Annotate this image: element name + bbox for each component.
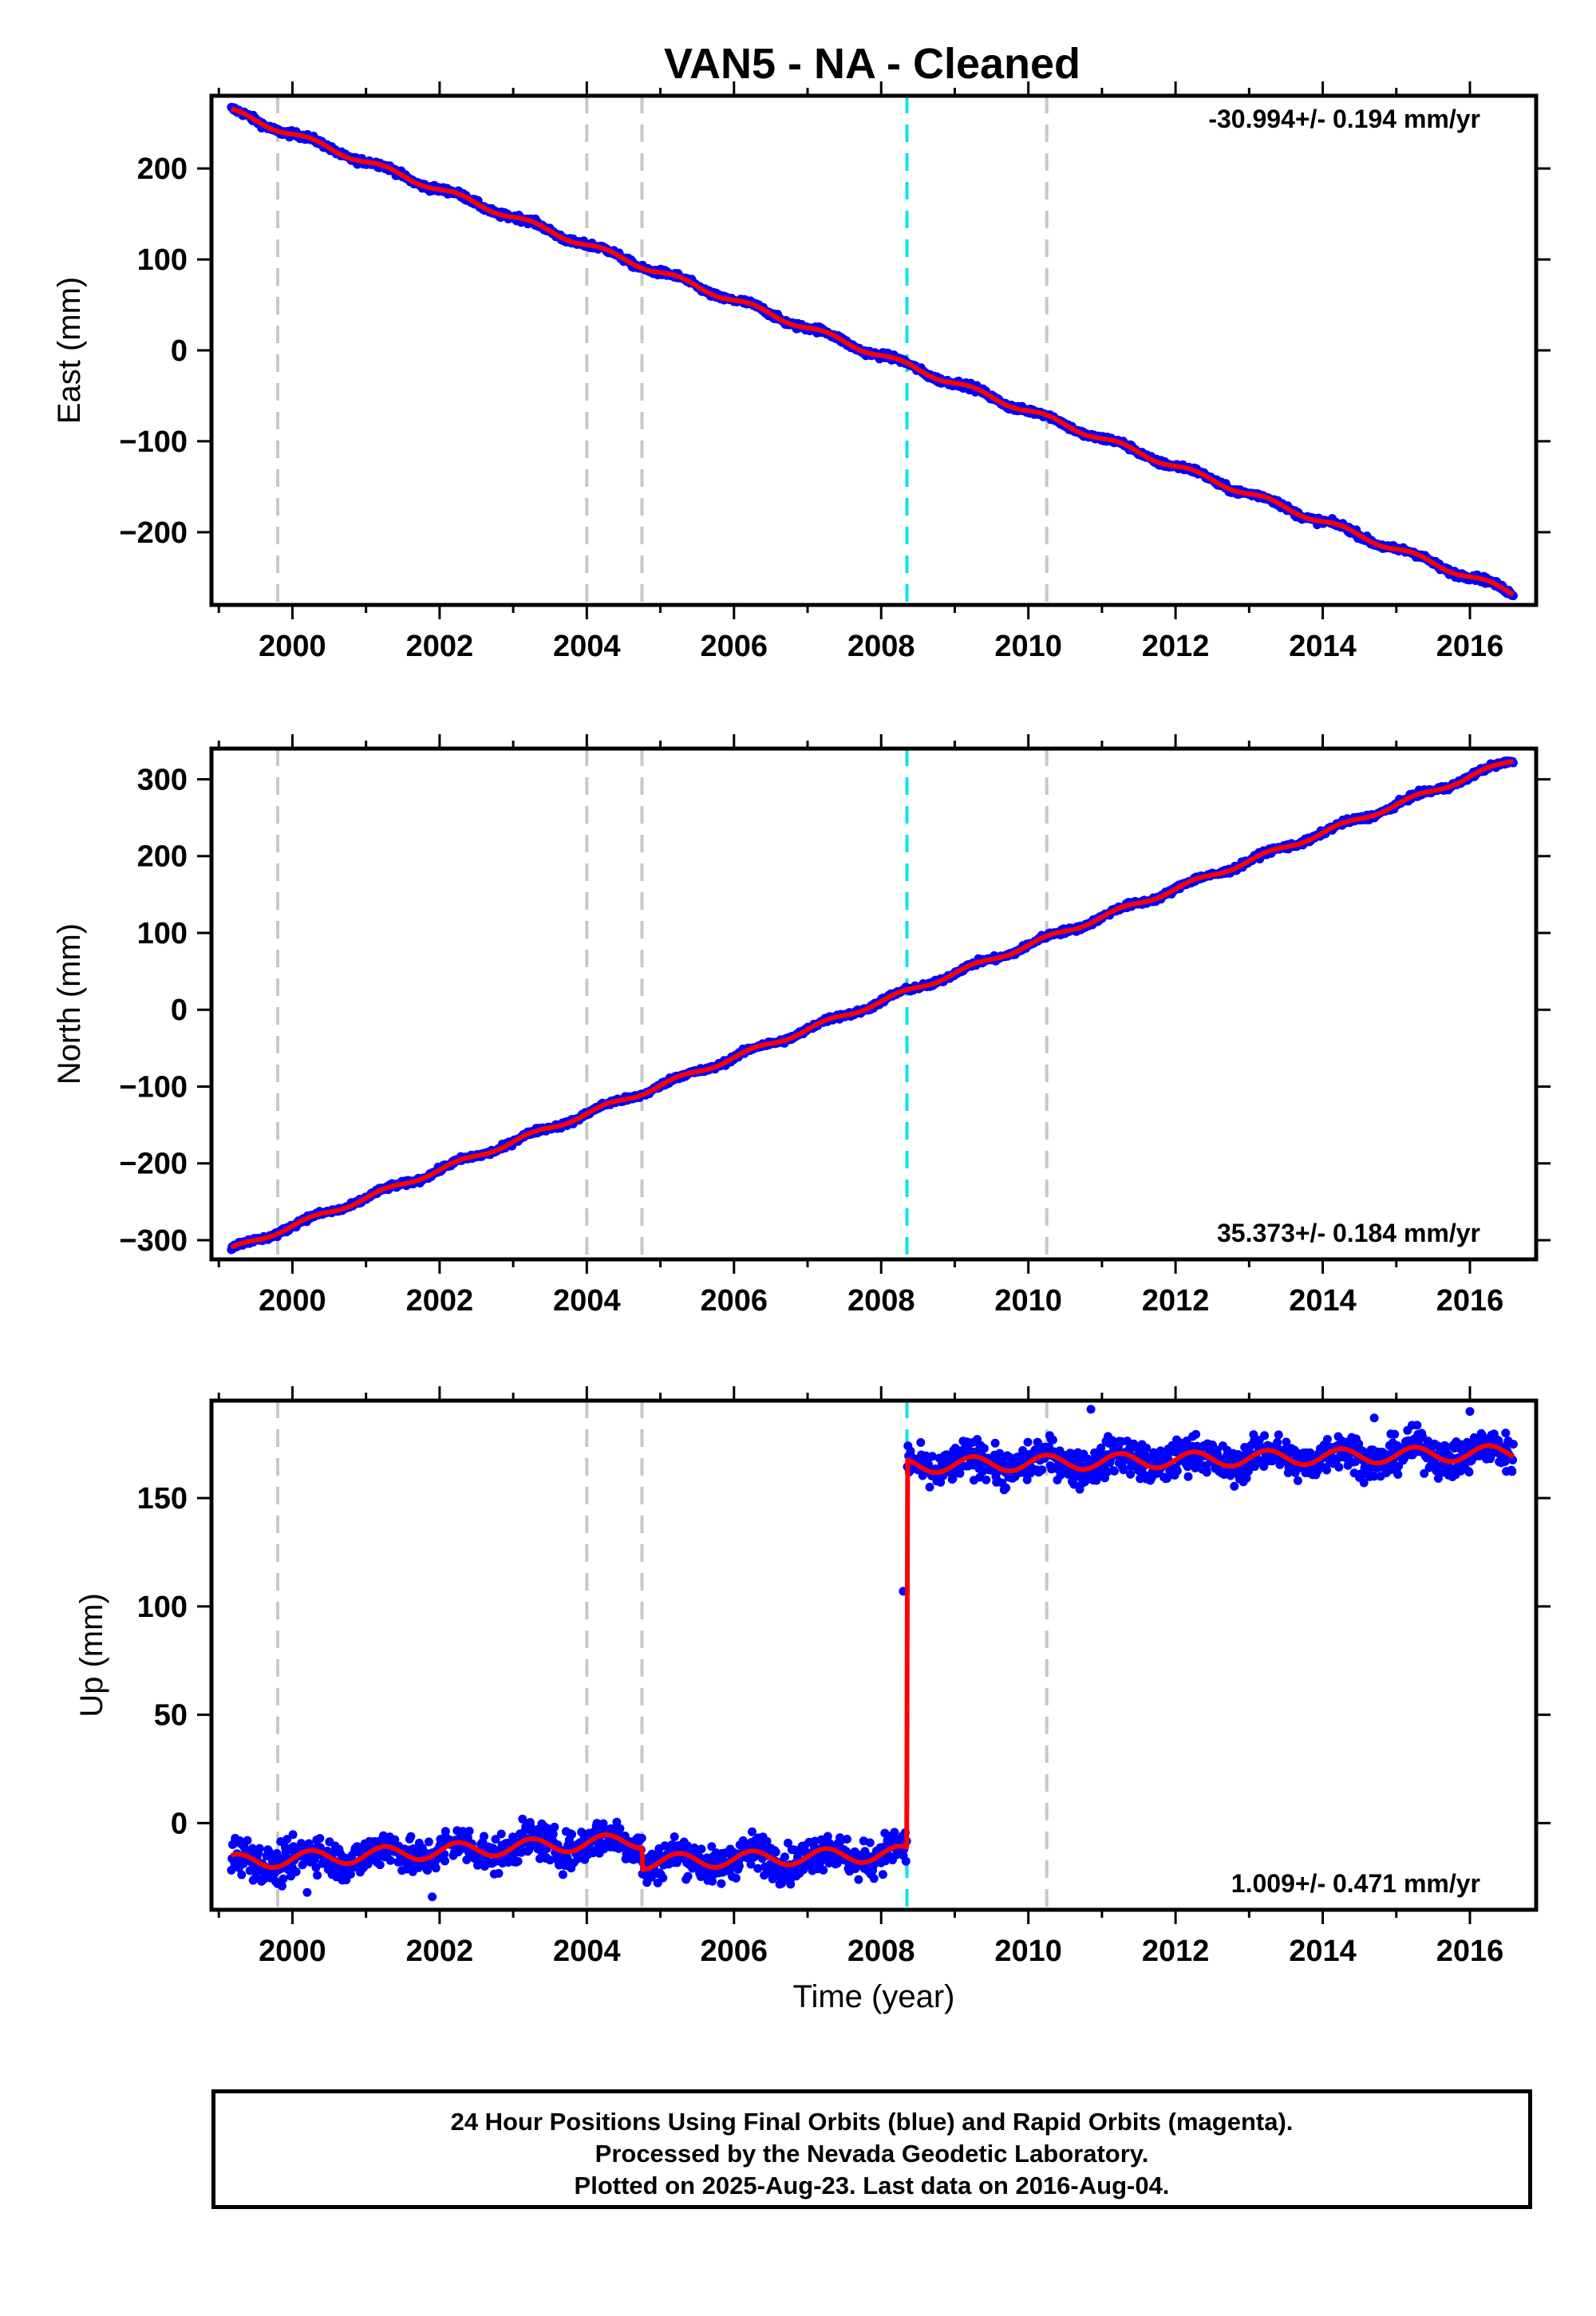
x-tick-label: 2012 bbox=[1142, 1284, 1210, 1318]
data-point bbox=[708, 1876, 717, 1886]
data-point bbox=[1023, 1437, 1033, 1447]
data-point bbox=[1037, 1465, 1047, 1475]
data-point bbox=[670, 1832, 679, 1841]
data-point bbox=[869, 1874, 879, 1883]
y-tick-label: 100 bbox=[137, 243, 188, 277]
data-point bbox=[637, 1833, 646, 1843]
data-point bbox=[697, 1844, 706, 1854]
y-tick-label: −100 bbox=[119, 1070, 188, 1104]
x-tick-label: 2006 bbox=[701, 1284, 768, 1318]
data-point bbox=[734, 1861, 744, 1871]
x-tick-label: 2008 bbox=[847, 1284, 915, 1318]
y-axis-label: East (mm) bbox=[52, 277, 87, 424]
x-tick-label: 2006 bbox=[701, 630, 768, 663]
x-tick-label: 2012 bbox=[1142, 630, 1210, 663]
y-tick-label: 0 bbox=[171, 994, 188, 1027]
panel-up: 2000 2002 2004 2006 2008 2010 2012 2014 20160501… bbox=[74, 1386, 1551, 1968]
data-point bbox=[375, 1860, 385, 1870]
data-point bbox=[313, 1871, 322, 1880]
y-tick-label: 300 bbox=[137, 763, 188, 796]
data-point bbox=[513, 1856, 523, 1866]
y-tick-label: 0 bbox=[171, 334, 188, 368]
data-point bbox=[291, 1867, 301, 1876]
x-tick-label: 2010 bbox=[994, 1284, 1062, 1318]
x-tick-label: 2004 bbox=[553, 630, 621, 663]
x-tick-label: 2008 bbox=[847, 630, 915, 663]
data-point bbox=[901, 1856, 911, 1866]
data-point bbox=[683, 1871, 693, 1881]
x-tick-label: 2002 bbox=[406, 630, 474, 663]
data-point bbox=[255, 1844, 264, 1853]
data-point bbox=[496, 1829, 506, 1839]
data-point bbox=[288, 1830, 298, 1840]
data-point bbox=[990, 1438, 1000, 1448]
x-tick-label: 2016 bbox=[1436, 1284, 1504, 1318]
data-point bbox=[464, 1826, 474, 1836]
data-point bbox=[748, 1827, 757, 1836]
data-point bbox=[615, 1824, 625, 1833]
data-point bbox=[780, 1852, 789, 1862]
data-point bbox=[550, 1822, 559, 1832]
data-point bbox=[916, 1438, 926, 1447]
data-point bbox=[431, 1863, 440, 1873]
data-point bbox=[1110, 1466, 1119, 1476]
x-tick-label: 2002 bbox=[406, 1284, 474, 1318]
x-tick-label: 2000 bbox=[259, 1284, 326, 1318]
data-point bbox=[865, 1838, 875, 1848]
data-point bbox=[518, 1814, 527, 1824]
data-point bbox=[315, 1834, 325, 1843]
plot-area-north bbox=[227, 749, 1518, 1259]
data-point bbox=[717, 1879, 726, 1888]
y-tick-label: 200 bbox=[137, 840, 188, 874]
data-point bbox=[878, 1870, 887, 1879]
x-tick-label: 2014 bbox=[1289, 630, 1357, 663]
data-point bbox=[771, 1848, 780, 1857]
y-tick-label: −300 bbox=[119, 1224, 188, 1258]
data-point bbox=[1126, 1469, 1136, 1479]
x-tick-label: 2000 bbox=[259, 630, 326, 663]
plot-area-up bbox=[227, 1401, 1518, 1910]
data-point bbox=[237, 1870, 247, 1879]
data-point bbox=[658, 1873, 668, 1883]
data-point bbox=[406, 1832, 416, 1841]
data-point bbox=[480, 1832, 488, 1841]
y-tick-label: −100 bbox=[119, 425, 188, 459]
y-tick-label: 200 bbox=[137, 152, 188, 186]
y-tick-label: −200 bbox=[119, 516, 188, 550]
data-point bbox=[842, 1835, 851, 1844]
data-point bbox=[567, 1830, 577, 1839]
data-point bbox=[731, 1873, 741, 1883]
data-points-up bbox=[227, 1405, 1518, 1902]
data-point bbox=[424, 1837, 433, 1847]
data-point bbox=[279, 1874, 288, 1883]
chart-title: VAN5 - NA - Cleaned bbox=[664, 40, 1080, 88]
rate-annotation: 35.373+/- 0.184 mm/yr bbox=[1217, 1219, 1480, 1247]
x-tick-label: 2016 bbox=[1436, 630, 1504, 663]
rate-annotation: -30.994+/- 0.194 mm/yr bbox=[1208, 105, 1480, 133]
panels: 2000 2002 2004 2006 2008 2010 2012 2014 2016−200… bbox=[52, 81, 1551, 2014]
y-axis-label: North (mm) bbox=[52, 923, 87, 1085]
data-point bbox=[1048, 1435, 1057, 1445]
data-point bbox=[854, 1875, 863, 1884]
data-point bbox=[979, 1444, 989, 1453]
data-points-east bbox=[227, 102, 1518, 600]
data-point bbox=[243, 1836, 252, 1845]
panel-north: 2000 2002 2004 2006 2008 2010 2012 2014 2016−300… bbox=[52, 734, 1551, 1318]
data-point bbox=[1001, 1484, 1011, 1492]
data-point bbox=[819, 1865, 828, 1875]
data-point bbox=[925, 1482, 934, 1492]
data-point bbox=[494, 1868, 504, 1878]
plot-area-east bbox=[227, 96, 1518, 605]
y-tick-label: 100 bbox=[137, 917, 188, 951]
data-point bbox=[982, 1475, 991, 1484]
x-tick-label: 2014 bbox=[1289, 1284, 1357, 1318]
data-point bbox=[558, 1870, 567, 1879]
panel-east: 2000 2002 2004 2006 2008 2010 2012 2014 2016−200… bbox=[52, 81, 1551, 663]
data-point bbox=[385, 1856, 395, 1865]
x-tick-label: 2004 bbox=[553, 1284, 621, 1318]
x-tick-label: 2010 bbox=[994, 630, 1062, 663]
data-point bbox=[440, 1856, 449, 1866]
y-tick-label: −200 bbox=[119, 1148, 188, 1181]
